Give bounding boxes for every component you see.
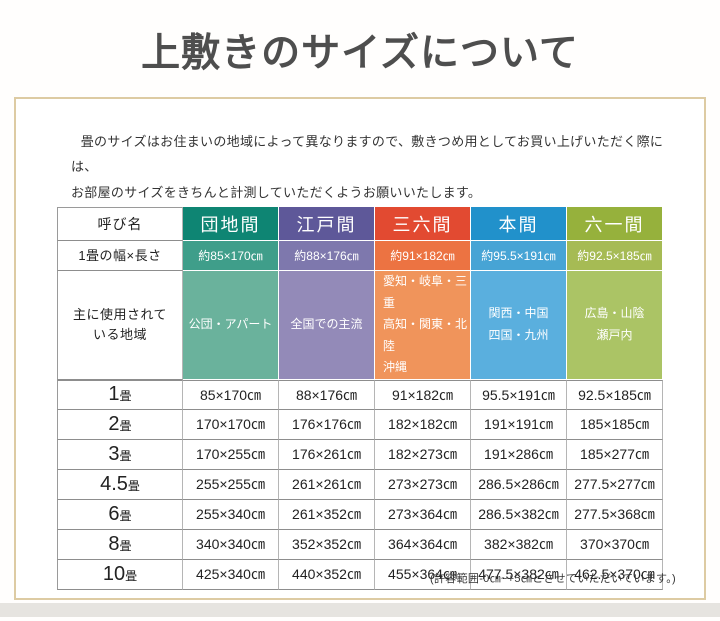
- page-title: 上敷きのサイズについて: [141, 32, 579, 75]
- content-frame: 畳のサイズはお住まいの地域によって異なりますので、敷きつめ用としてお買い上げいた…: [14, 97, 706, 600]
- size-value: 170×255㎝: [183, 439, 279, 470]
- row-header-tatami-count: 8畳: [57, 529, 183, 560]
- size-value: 364×364㎝: [375, 529, 471, 560]
- tolerance-footnote: (許容範囲-0㎝~+5㎝とさせていただいています。): [430, 573, 676, 585]
- size-value: 255×255㎝: [183, 469, 279, 500]
- size-value: 191×286㎝: [471, 439, 567, 470]
- size-value: 382×382㎝: [471, 529, 567, 560]
- column-header-honma: 本間: [471, 207, 567, 241]
- column-header-danchima: 団地間: [183, 207, 279, 241]
- row-header-tatami-count: 10畳: [57, 559, 183, 590]
- size-value: 286.5×382㎝: [471, 499, 567, 530]
- size-value: 273×364㎝: [375, 499, 471, 530]
- description-line-1: 畳のサイズはお住まいの地域によって異なりますので、敷きつめ用としてお買い上げいた…: [71, 134, 664, 175]
- size-value: 455×364㎝: [375, 559, 471, 590]
- tatami-count: 2: [108, 412, 120, 435]
- mat-size-cell: 約85×170㎝: [183, 241, 279, 271]
- column-header-sanrokuma: 三六間: [375, 207, 471, 241]
- corner-header-yobina: 呼び名: [57, 207, 183, 241]
- tatami-unit: 畳: [127, 478, 140, 493]
- region-cell: 広島・山陰 瀬戸内: [567, 271, 663, 380]
- size-value: 261×352㎝: [279, 499, 375, 530]
- size-value: 182×273㎝: [375, 439, 471, 470]
- region-cell: 愛知・岐阜・三重 高知・関東・北陸 沖縄: [375, 271, 471, 380]
- row-header-mat-size: 1畳の幅×長さ: [57, 241, 183, 271]
- size-value: 91×182㎝: [375, 379, 471, 410]
- size-value: 176×176㎝: [279, 409, 375, 440]
- tatami-unit: 畳: [119, 538, 132, 553]
- tatami-count: 10: [102, 562, 126, 585]
- region-cell: 全国での主流: [279, 271, 375, 380]
- size-value: 277.5×277㎝: [567, 469, 663, 500]
- region-row: 主に使用されて いる地域 公団・アパート 全国での主流 愛知・岐阜・三重 高知・…: [57, 271, 663, 380]
- size-value: 277.5×368㎝: [567, 499, 663, 530]
- size-value: 425×340㎝: [183, 559, 279, 590]
- size-value: 95.5×191㎝: [471, 379, 567, 410]
- size-value: 440×352㎝: [279, 559, 375, 590]
- size-value: 185×277㎝: [567, 439, 663, 470]
- mat-size-cell: 約91×182㎝: [375, 241, 471, 271]
- table-row: 3畳 170×255㎝ 176×261㎝ 182×273㎝ 191×286㎝ 1…: [57, 439, 663, 470]
- tatami-count: 1: [108, 383, 120, 406]
- table-row: 1畳 85×170㎝ 88×176㎝ 91×182㎝ 95.5×191㎝ 92.…: [57, 379, 663, 410]
- table-row: 10畳 425×340㎝ 440×352㎝ 455×364㎝ 477.5×382…: [57, 559, 663, 590]
- tatami-count: 6: [108, 502, 120, 525]
- description-line-2: お部屋のサイズをきちんと計測していただくようお願いいたします。: [71, 184, 482, 200]
- tatami-unit: 畳: [119, 448, 132, 463]
- size-value: 477.5×382㎝: [471, 559, 567, 590]
- size-value: 176×261㎝: [279, 439, 375, 470]
- tatami-unit: 畳: [119, 418, 132, 433]
- size-value: 286.5×286㎝: [471, 469, 567, 500]
- size-value: 352×352㎝: [279, 529, 375, 560]
- bottom-band: [0, 603, 720, 617]
- tatami-unit: 畳: [119, 508, 132, 523]
- size-value: 92.5×185㎝: [567, 379, 663, 410]
- mat-size-cell: 約88×176㎝: [279, 241, 375, 271]
- row-header-tatami-count: 4.5畳: [57, 469, 183, 500]
- mat-size-cell: 約95.5×191㎝: [471, 241, 567, 271]
- tatami-unit: 畳: [125, 568, 138, 583]
- row-header-tatami-count: 3畳: [57, 439, 183, 470]
- mat-dimension-row: 1畳の幅×長さ 約85×170㎝ 約88×176㎝ 約91×182㎝ 約95.5…: [57, 241, 663, 271]
- table-row: 2畳 170×170㎝ 176×176㎝ 182×182㎝ 191×191㎝ 1…: [57, 409, 663, 440]
- tatami-count: 3: [108, 442, 120, 465]
- column-header-rokuichima: 六一間: [567, 207, 663, 241]
- size-value: 255×340㎝: [183, 499, 279, 530]
- description: 畳のサイズはお住まいの地域によって異なりますので、敷きつめ用としてお買い上げいた…: [71, 129, 664, 205]
- row-header-region: 主に使用されて いる地域: [57, 271, 183, 380]
- tatami-count: 4.5: [100, 472, 128, 495]
- row-header-tatami-count: 2畳: [57, 409, 183, 440]
- tatami-size-table: 呼び名 団地間 江戸間 三六間 本間 六一間 1畳の幅×長さ 約85×170㎝ …: [57, 207, 663, 590]
- size-value: 85×170㎝: [183, 379, 279, 410]
- table-header-row: 呼び名 団地間 江戸間 三六間 本間 六一間: [57, 207, 663, 241]
- region-cell: 関西・中国 四国・九州: [471, 271, 567, 380]
- size-value: 170×170㎝: [183, 409, 279, 440]
- size-value: 88×176㎝: [279, 379, 375, 410]
- size-value: 191×191㎝: [471, 409, 567, 440]
- table-row: 6畳 255×340㎝ 261×352㎝ 273×364㎝ 286.5×382㎝…: [57, 499, 663, 530]
- region-cell: 公団・アパート: [183, 271, 279, 380]
- size-value: 261×261㎝: [279, 469, 375, 500]
- size-value: 340×340㎝: [183, 529, 279, 560]
- size-value: 462.5×370㎝: [567, 559, 663, 590]
- size-value: 182×182㎝: [375, 409, 471, 440]
- size-value: 370×370㎝: [567, 529, 663, 560]
- table-row: 4.5畳 255×255㎝ 261×261㎝ 273×273㎝ 286.5×28…: [57, 469, 663, 500]
- row-header-tatami-count: 1畳: [57, 379, 183, 410]
- tatami-count: 8: [108, 532, 120, 555]
- row-header-tatami-count: 6畳: [57, 499, 183, 530]
- size-value: 185×185㎝: [567, 409, 663, 440]
- size-value: 273×273㎝: [375, 469, 471, 500]
- mat-size-cell: 約92.5×185㎝: [567, 241, 663, 271]
- tatami-unit: 畳: [119, 389, 132, 404]
- table-row: 8畳 340×340㎝ 352×352㎝ 364×364㎝ 382×382㎝ 3…: [57, 529, 663, 560]
- column-header-edoma: 江戸間: [279, 207, 375, 241]
